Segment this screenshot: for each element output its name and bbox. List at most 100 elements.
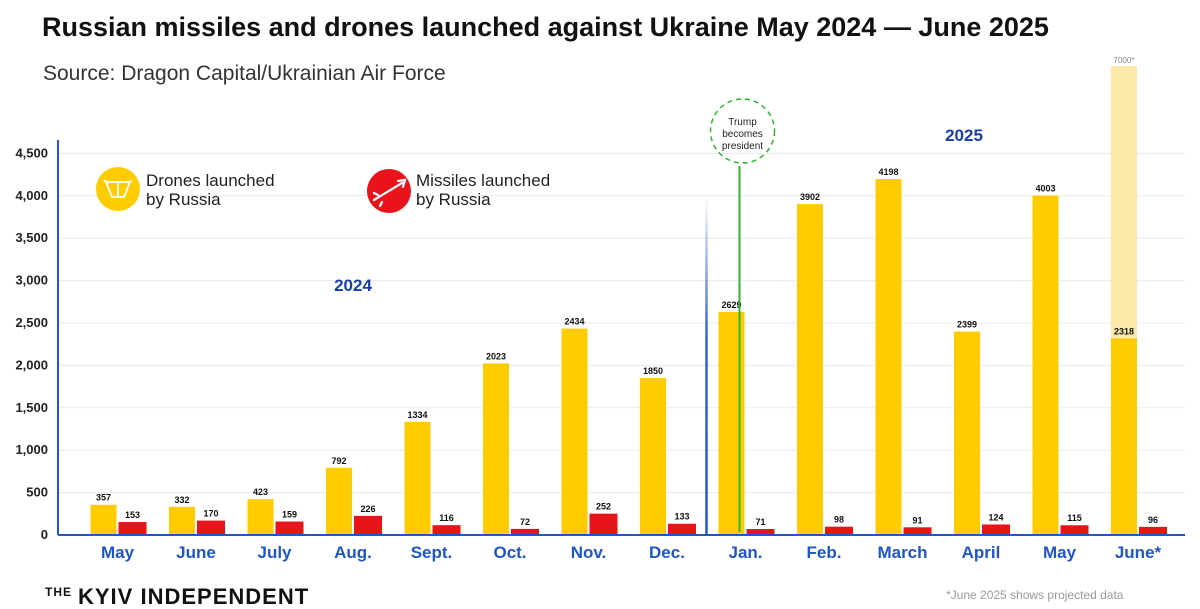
drone-bar xyxy=(954,331,980,535)
legend-drones-label-2: by Russia xyxy=(146,190,221,209)
drone-value-label: 332 xyxy=(174,495,189,505)
missile-value-label: 116 xyxy=(439,513,454,523)
drone-bar xyxy=(483,363,509,535)
missile-bar xyxy=(903,527,932,535)
missile-bar xyxy=(589,513,618,535)
drone-bar xyxy=(1032,195,1059,535)
missile-icon-glyph xyxy=(372,178,407,208)
legend-missiles-label-2: by Russia xyxy=(416,190,491,209)
drone-bar xyxy=(247,499,274,535)
legend-missiles-label: Missiles launched xyxy=(416,171,550,190)
missile-value-label: 124 xyxy=(988,512,1003,522)
drone-bar xyxy=(1111,338,1137,535)
x-tick-label: May xyxy=(1043,543,1077,562)
year-divider-line xyxy=(705,195,708,535)
missile-value-label: 115 xyxy=(1067,513,1082,523)
x-tick-label: June* xyxy=(1115,543,1162,562)
drone-bar xyxy=(797,204,823,535)
x-tick-label: June xyxy=(176,543,216,562)
year-label-2025: 2025 xyxy=(945,126,983,145)
drone-value-label: 1334 xyxy=(407,410,427,420)
missile-bar xyxy=(668,523,696,535)
projection-footnote: *June 2025 shows projected data xyxy=(946,588,1124,602)
drone-value-label: 2023 xyxy=(486,351,506,361)
drone-value-label: 357 xyxy=(96,493,111,503)
missile-value-label: 252 xyxy=(596,502,611,512)
missile-bar xyxy=(197,520,225,535)
y-tick-label: 2,500 xyxy=(15,315,48,330)
drone-bar xyxy=(169,506,195,535)
annotation-text: president xyxy=(722,141,763,152)
x-tick-label: May xyxy=(101,543,135,562)
missile-value-label: 91 xyxy=(912,515,922,525)
chart-subtitle: Source: Dragon Capital/Ukrainian Air For… xyxy=(43,62,446,85)
missile-bar xyxy=(118,522,147,535)
drone-bar xyxy=(404,421,431,535)
y-tick-label: 2,000 xyxy=(15,357,48,372)
missile-bar xyxy=(275,521,304,535)
x-tick-label: Aug. xyxy=(334,543,372,562)
annotation-text: Trump xyxy=(728,117,757,128)
drone-bar xyxy=(561,328,588,535)
y-tick-label: 500 xyxy=(26,485,48,500)
missile-value-label: 159 xyxy=(282,510,297,520)
missile-bar xyxy=(432,525,461,535)
drone-value-label: 792 xyxy=(331,456,346,466)
y-tick-label: 4,500 xyxy=(15,145,48,160)
missile-bar xyxy=(354,515,382,535)
y-tick-label: 4,000 xyxy=(15,188,48,203)
projected-drone-bar xyxy=(1111,66,1137,339)
missile-value-label: 98 xyxy=(834,515,844,525)
missile-value-label: 226 xyxy=(360,504,375,514)
drone-bar xyxy=(326,467,352,535)
x-tick-label: Sept. xyxy=(411,543,453,562)
missile-value-label: 133 xyxy=(674,512,689,522)
missile-bar xyxy=(746,528,775,535)
missile-value-label: 71 xyxy=(755,517,765,527)
drone-value-label: 423 xyxy=(253,487,268,497)
legend-drones-label: Drones launched xyxy=(146,171,275,190)
drone-icon-glyph xyxy=(103,179,133,198)
y-tick-label: 3,500 xyxy=(15,230,48,245)
missile-bar xyxy=(825,526,853,535)
drone-value-label: 2399 xyxy=(957,320,977,330)
x-tick-label: Feb. xyxy=(807,543,842,562)
drone-value-label: 4198 xyxy=(878,167,898,177)
drone-value-label: 2318 xyxy=(1114,326,1134,336)
projected-value-label: 7000* xyxy=(1114,56,1135,65)
annotation-text: becomes xyxy=(722,129,763,140)
x-tick-label: Nov. xyxy=(571,543,607,562)
y-tick-label: 1,000 xyxy=(15,442,48,457)
missile-value-label: 96 xyxy=(1148,515,1158,525)
missile-bar xyxy=(982,524,1010,535)
y-tick-label: 1,500 xyxy=(15,400,48,415)
drone-value-label: 1850 xyxy=(643,366,663,376)
brand-logo: THE KYIV INDEPENDENT xyxy=(45,584,310,609)
y-tick-label: 3,000 xyxy=(15,273,48,288)
drone-bar xyxy=(90,504,117,535)
missile-value-label: 153 xyxy=(125,510,140,520)
drone-value-label: 2629 xyxy=(721,300,741,310)
x-tick-label: March xyxy=(877,543,927,562)
x-tick-label: Jan. xyxy=(728,543,762,562)
drone-value-label: 4003 xyxy=(1035,184,1055,194)
drone-bar xyxy=(640,378,666,535)
missile-value-label: 72 xyxy=(520,517,530,527)
drone-bar xyxy=(718,312,745,535)
drone-bar xyxy=(875,179,902,536)
annotation-circle xyxy=(709,98,776,164)
missile-value-label: 170 xyxy=(203,509,218,519)
missile-bar xyxy=(1139,526,1167,535)
y-tick-label: 0 xyxy=(41,527,48,542)
x-tick-label: July xyxy=(257,543,292,562)
x-tick-label: Oct. xyxy=(493,543,526,562)
year-label-2024: 2024 xyxy=(334,276,372,295)
missile-bar xyxy=(511,528,539,535)
chart-title: Russian missiles and drones launched aga… xyxy=(42,12,1049,42)
drone-value-label: 2434 xyxy=(564,317,584,327)
drone-value-label: 3902 xyxy=(800,192,820,202)
missile-bar xyxy=(1060,525,1089,535)
x-tick-label: Dec. xyxy=(649,543,685,562)
x-tick-label: April xyxy=(962,543,1001,562)
